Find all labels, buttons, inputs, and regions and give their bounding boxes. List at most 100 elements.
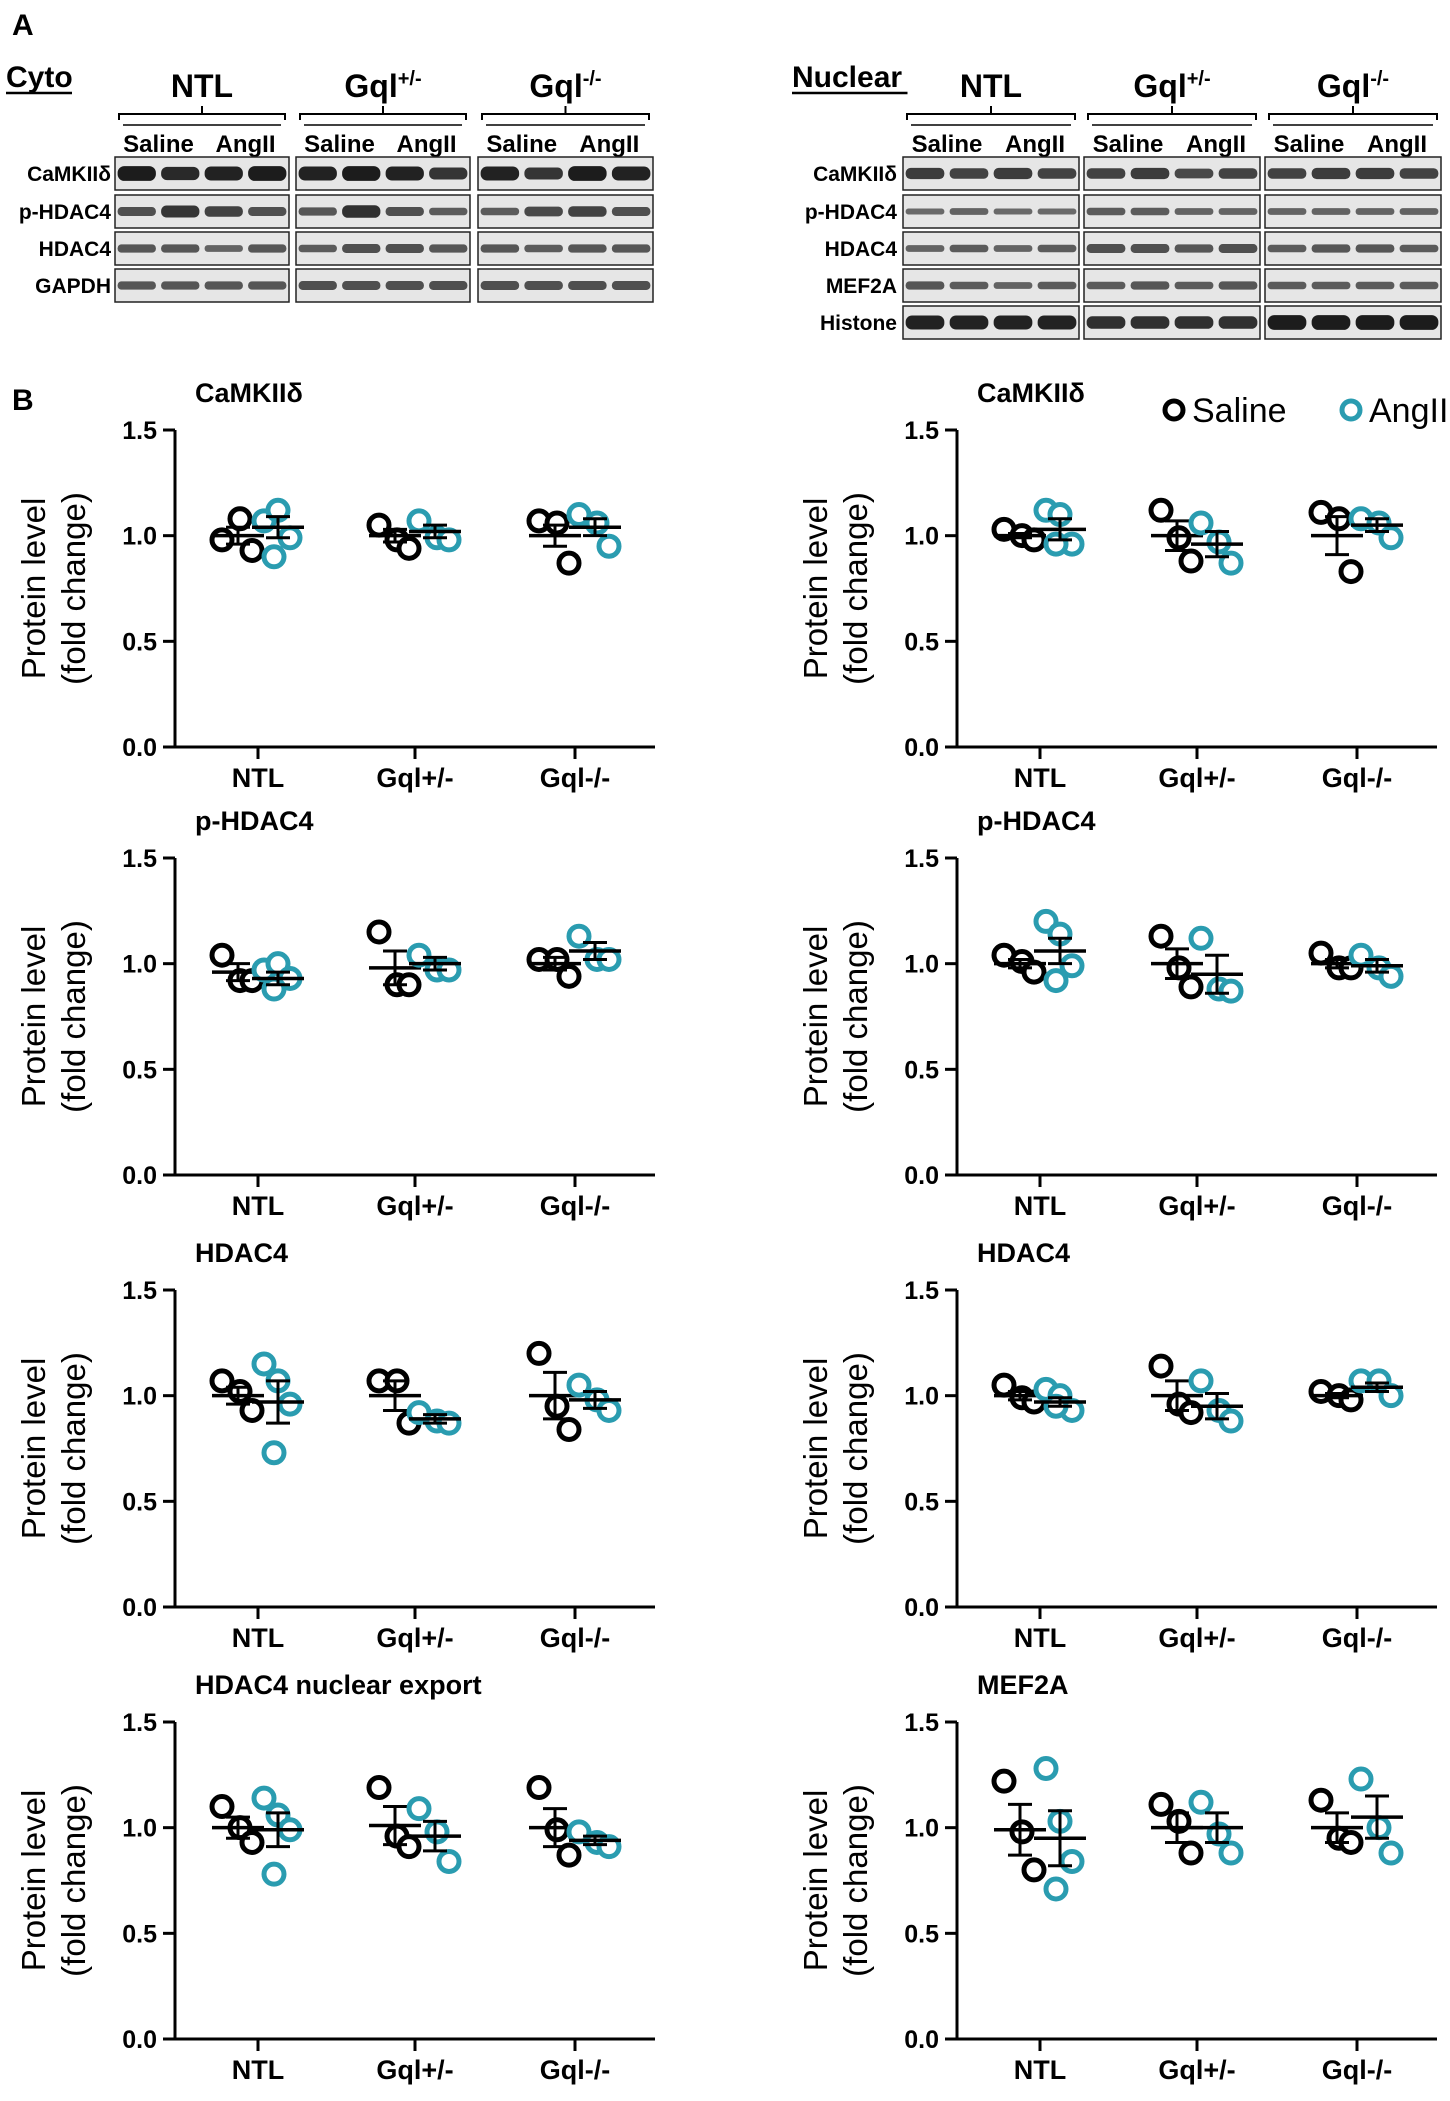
blot-band bbox=[1267, 315, 1307, 330]
blot-band bbox=[161, 205, 200, 218]
data-point-saline bbox=[556, 550, 582, 576]
lane-label-angii: AngII bbox=[216, 131, 276, 158]
blot-band bbox=[480, 244, 520, 253]
chart-cyto-hdac4: HDAC4 Protein level(fold change) 0.0 0.5 1.0… bbox=[15, 1238, 655, 1653]
legend-label-angii: AngII bbox=[1369, 392, 1448, 430]
legend-label-saline: Saline bbox=[1192, 392, 1287, 430]
y-tick-label: 1.0 bbox=[122, 523, 157, 551]
data-point-angii bbox=[251, 1351, 277, 1377]
blot-band bbox=[1267, 281, 1307, 290]
group-bracket bbox=[1268, 106, 1438, 120]
blot-band bbox=[1130, 281, 1170, 290]
blot-band bbox=[1218, 281, 1258, 290]
blot-band bbox=[611, 166, 651, 181]
group-label: NTL bbox=[960, 68, 1022, 104]
blot-band bbox=[524, 206, 563, 217]
data-point-saline bbox=[209, 1794, 235, 1820]
data-point-angii bbox=[596, 1397, 622, 1423]
x-tick-label: Gql+/- bbox=[376, 1191, 453, 1221]
y-axis-label: Protein level(fold change) bbox=[797, 920, 874, 1113]
blot-band bbox=[1086, 281, 1126, 290]
x-tick-label: Gql+/- bbox=[1158, 1191, 1235, 1221]
blot-band bbox=[611, 207, 651, 216]
blot-band bbox=[117, 207, 156, 216]
y-tick-label: 1.5 bbox=[904, 417, 939, 445]
data-point-saline bbox=[366, 512, 392, 538]
y-axis-label-line: (fold change) bbox=[55, 492, 92, 685]
blot-band bbox=[1355, 208, 1395, 215]
blot-band bbox=[1267, 208, 1307, 215]
y-tick-label: 1.0 bbox=[122, 1815, 157, 1843]
lane-label-angii: AngII bbox=[1005, 131, 1065, 158]
blot-band bbox=[1086, 207, 1126, 216]
blot-band bbox=[117, 281, 156, 290]
y-tick-label: 0.0 bbox=[904, 734, 939, 762]
y-axis-label: Protein level(fold change) bbox=[15, 920, 92, 1113]
lane-label-saline: Saline bbox=[304, 131, 375, 158]
blot-band bbox=[1218, 168, 1258, 179]
blot-band bbox=[480, 281, 520, 290]
data-point-angii bbox=[596, 533, 622, 559]
y-tick-label: 1.5 bbox=[122, 845, 157, 873]
y-tick-label: 0.0 bbox=[122, 2026, 157, 2054]
blot-band bbox=[248, 244, 287, 253]
data-point-angii bbox=[1043, 531, 1069, 557]
blot-band bbox=[1267, 168, 1307, 179]
data-point-angii bbox=[406, 1796, 432, 1822]
blot-band bbox=[993, 315, 1033, 330]
lane-label-angii: AngII bbox=[579, 131, 639, 158]
group-bracket bbox=[118, 106, 286, 120]
data-point-saline bbox=[556, 1416, 582, 1442]
blot-band bbox=[117, 166, 156, 181]
blot-band bbox=[568, 206, 607, 217]
blot-band bbox=[1399, 281, 1439, 290]
chart-cyto-hdac4-nuclear-export: HDAC4 nuclear export Protein level(fold c… bbox=[15, 1670, 655, 2085]
data-point-angii bbox=[1188, 1368, 1214, 1394]
legend-marker-saline bbox=[1162, 398, 1186, 422]
blot-band bbox=[480, 166, 520, 181]
data-point-saline bbox=[1148, 1791, 1174, 1817]
blot-band bbox=[524, 244, 563, 253]
blot-band bbox=[248, 166, 287, 181]
data-point-saline bbox=[1021, 1857, 1047, 1883]
blot-band bbox=[248, 207, 287, 216]
y-axis-label-line: (fold change) bbox=[837, 492, 874, 685]
data-point-angii bbox=[261, 1440, 287, 1466]
chart-nuclear-mef2a: MEF2A Protein level(fold change) 0.0 0.5 1.0… bbox=[797, 1670, 1437, 2085]
y-tick-label: 0.5 bbox=[904, 1488, 939, 1516]
y-tick-label: 0.5 bbox=[122, 628, 157, 656]
x-tick-label: Gql+/- bbox=[1158, 1623, 1235, 1653]
y-axis-label-line: Protein level bbox=[15, 1358, 52, 1540]
blot-band bbox=[905, 208, 945, 215]
blot-band bbox=[1311, 281, 1351, 290]
data-point-angii bbox=[251, 1785, 277, 1811]
legend-marker-angii bbox=[1339, 398, 1363, 422]
group-label: Gql-/- bbox=[529, 68, 601, 104]
blot-band bbox=[1399, 244, 1439, 253]
blot-band bbox=[1311, 208, 1351, 215]
blot-band bbox=[342, 205, 381, 218]
x-tick-label: Gql-/- bbox=[1322, 1191, 1392, 1221]
data-point-saline bbox=[366, 919, 392, 945]
chart-title: HDAC4 nuclear export bbox=[195, 1670, 482, 1700]
data-point-saline bbox=[1148, 1353, 1174, 1379]
x-tick-label: Gql+/- bbox=[376, 1623, 453, 1653]
blot-row-label: GAPDH bbox=[35, 275, 111, 298]
data-point-saline bbox=[526, 1340, 552, 1366]
chart-nuclear-p-hdac4: p-HDAC4 Protein level(fold change) 0.0 0.5 1… bbox=[797, 806, 1437, 1221]
data-point-saline bbox=[544, 510, 570, 536]
chart-cyto-camkii-: CaMKIIδ Protein level(fold change) 0.0 0.5 1… bbox=[15, 378, 655, 793]
blot-band bbox=[385, 281, 424, 290]
blot-band bbox=[611, 281, 651, 290]
group-name: NTL bbox=[171, 68, 233, 104]
y-tick-label: 1.0 bbox=[122, 951, 157, 979]
x-tick-label: Gql+/- bbox=[1158, 763, 1235, 793]
y-tick-label: 0.5 bbox=[122, 1488, 157, 1516]
chart-nuclear-hdac4: HDAC4 Protein level(fold change) 0.0 0.5 1.0… bbox=[797, 1238, 1437, 1653]
lane-label-angii: AngII bbox=[1186, 131, 1246, 158]
x-tick-label: Gql-/- bbox=[1322, 1623, 1392, 1653]
x-tick-label: Gql-/- bbox=[1322, 763, 1392, 793]
data-point-angii bbox=[1348, 1766, 1374, 1792]
data-point-saline bbox=[1148, 923, 1174, 949]
blot-band bbox=[1399, 168, 1439, 179]
